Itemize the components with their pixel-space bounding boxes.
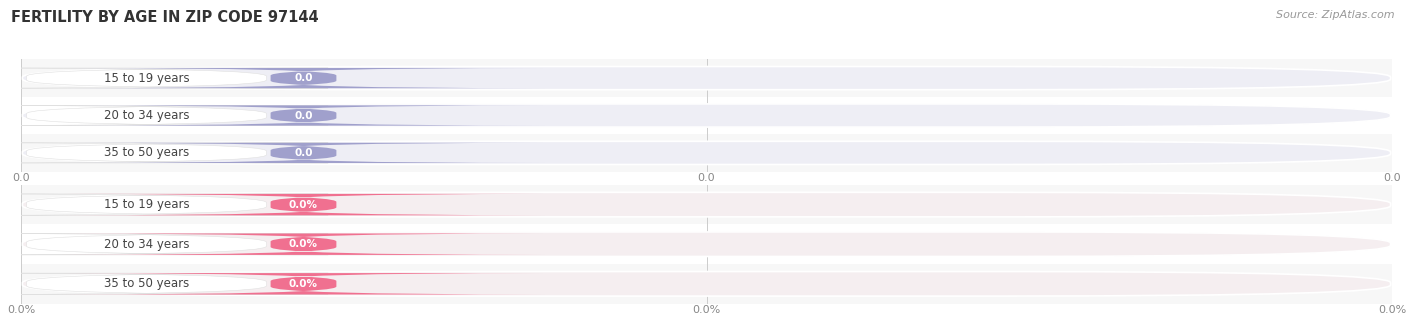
FancyBboxPatch shape [0, 143, 328, 163]
Text: 35 to 50 years: 35 to 50 years [104, 277, 190, 290]
Bar [21, 59, 1392, 97]
Text: 0.0: 0.0 [294, 148, 312, 158]
Text: Source: ZipAtlas.com: Source: ZipAtlas.com [1277, 10, 1395, 20]
Text: 15 to 19 years: 15 to 19 years [104, 72, 190, 84]
Text: 0.0: 0.0 [294, 111, 312, 120]
Bar [21, 97, 1392, 134]
Text: 0.0%: 0.0% [290, 239, 318, 249]
Text: 0.0: 0.0 [294, 73, 312, 83]
Text: FERTILITY BY AGE IN ZIP CODE 97144: FERTILITY BY AGE IN ZIP CODE 97144 [11, 10, 319, 25]
Bar [21, 134, 1392, 172]
FancyBboxPatch shape [22, 141, 1391, 164]
Text: 0.0%: 0.0% [290, 279, 318, 289]
FancyBboxPatch shape [62, 143, 544, 163]
FancyBboxPatch shape [22, 67, 1391, 90]
Text: 20 to 34 years: 20 to 34 years [104, 238, 190, 251]
FancyBboxPatch shape [0, 68, 328, 88]
Bar [21, 264, 1392, 304]
Text: 15 to 19 years: 15 to 19 years [104, 198, 190, 211]
FancyBboxPatch shape [22, 272, 1391, 296]
FancyBboxPatch shape [22, 104, 1391, 127]
Text: 35 to 50 years: 35 to 50 years [104, 147, 190, 159]
FancyBboxPatch shape [62, 105, 544, 126]
FancyBboxPatch shape [22, 192, 1391, 217]
Bar [21, 224, 1392, 264]
FancyBboxPatch shape [0, 105, 328, 126]
Bar [21, 185, 1392, 224]
Text: 0.0%: 0.0% [290, 200, 318, 210]
FancyBboxPatch shape [0, 194, 328, 215]
FancyBboxPatch shape [62, 68, 544, 88]
FancyBboxPatch shape [0, 273, 328, 294]
FancyBboxPatch shape [0, 234, 328, 255]
Text: 20 to 34 years: 20 to 34 years [104, 109, 190, 122]
FancyBboxPatch shape [62, 234, 544, 255]
FancyBboxPatch shape [22, 232, 1391, 256]
FancyBboxPatch shape [62, 194, 544, 215]
FancyBboxPatch shape [62, 273, 544, 294]
